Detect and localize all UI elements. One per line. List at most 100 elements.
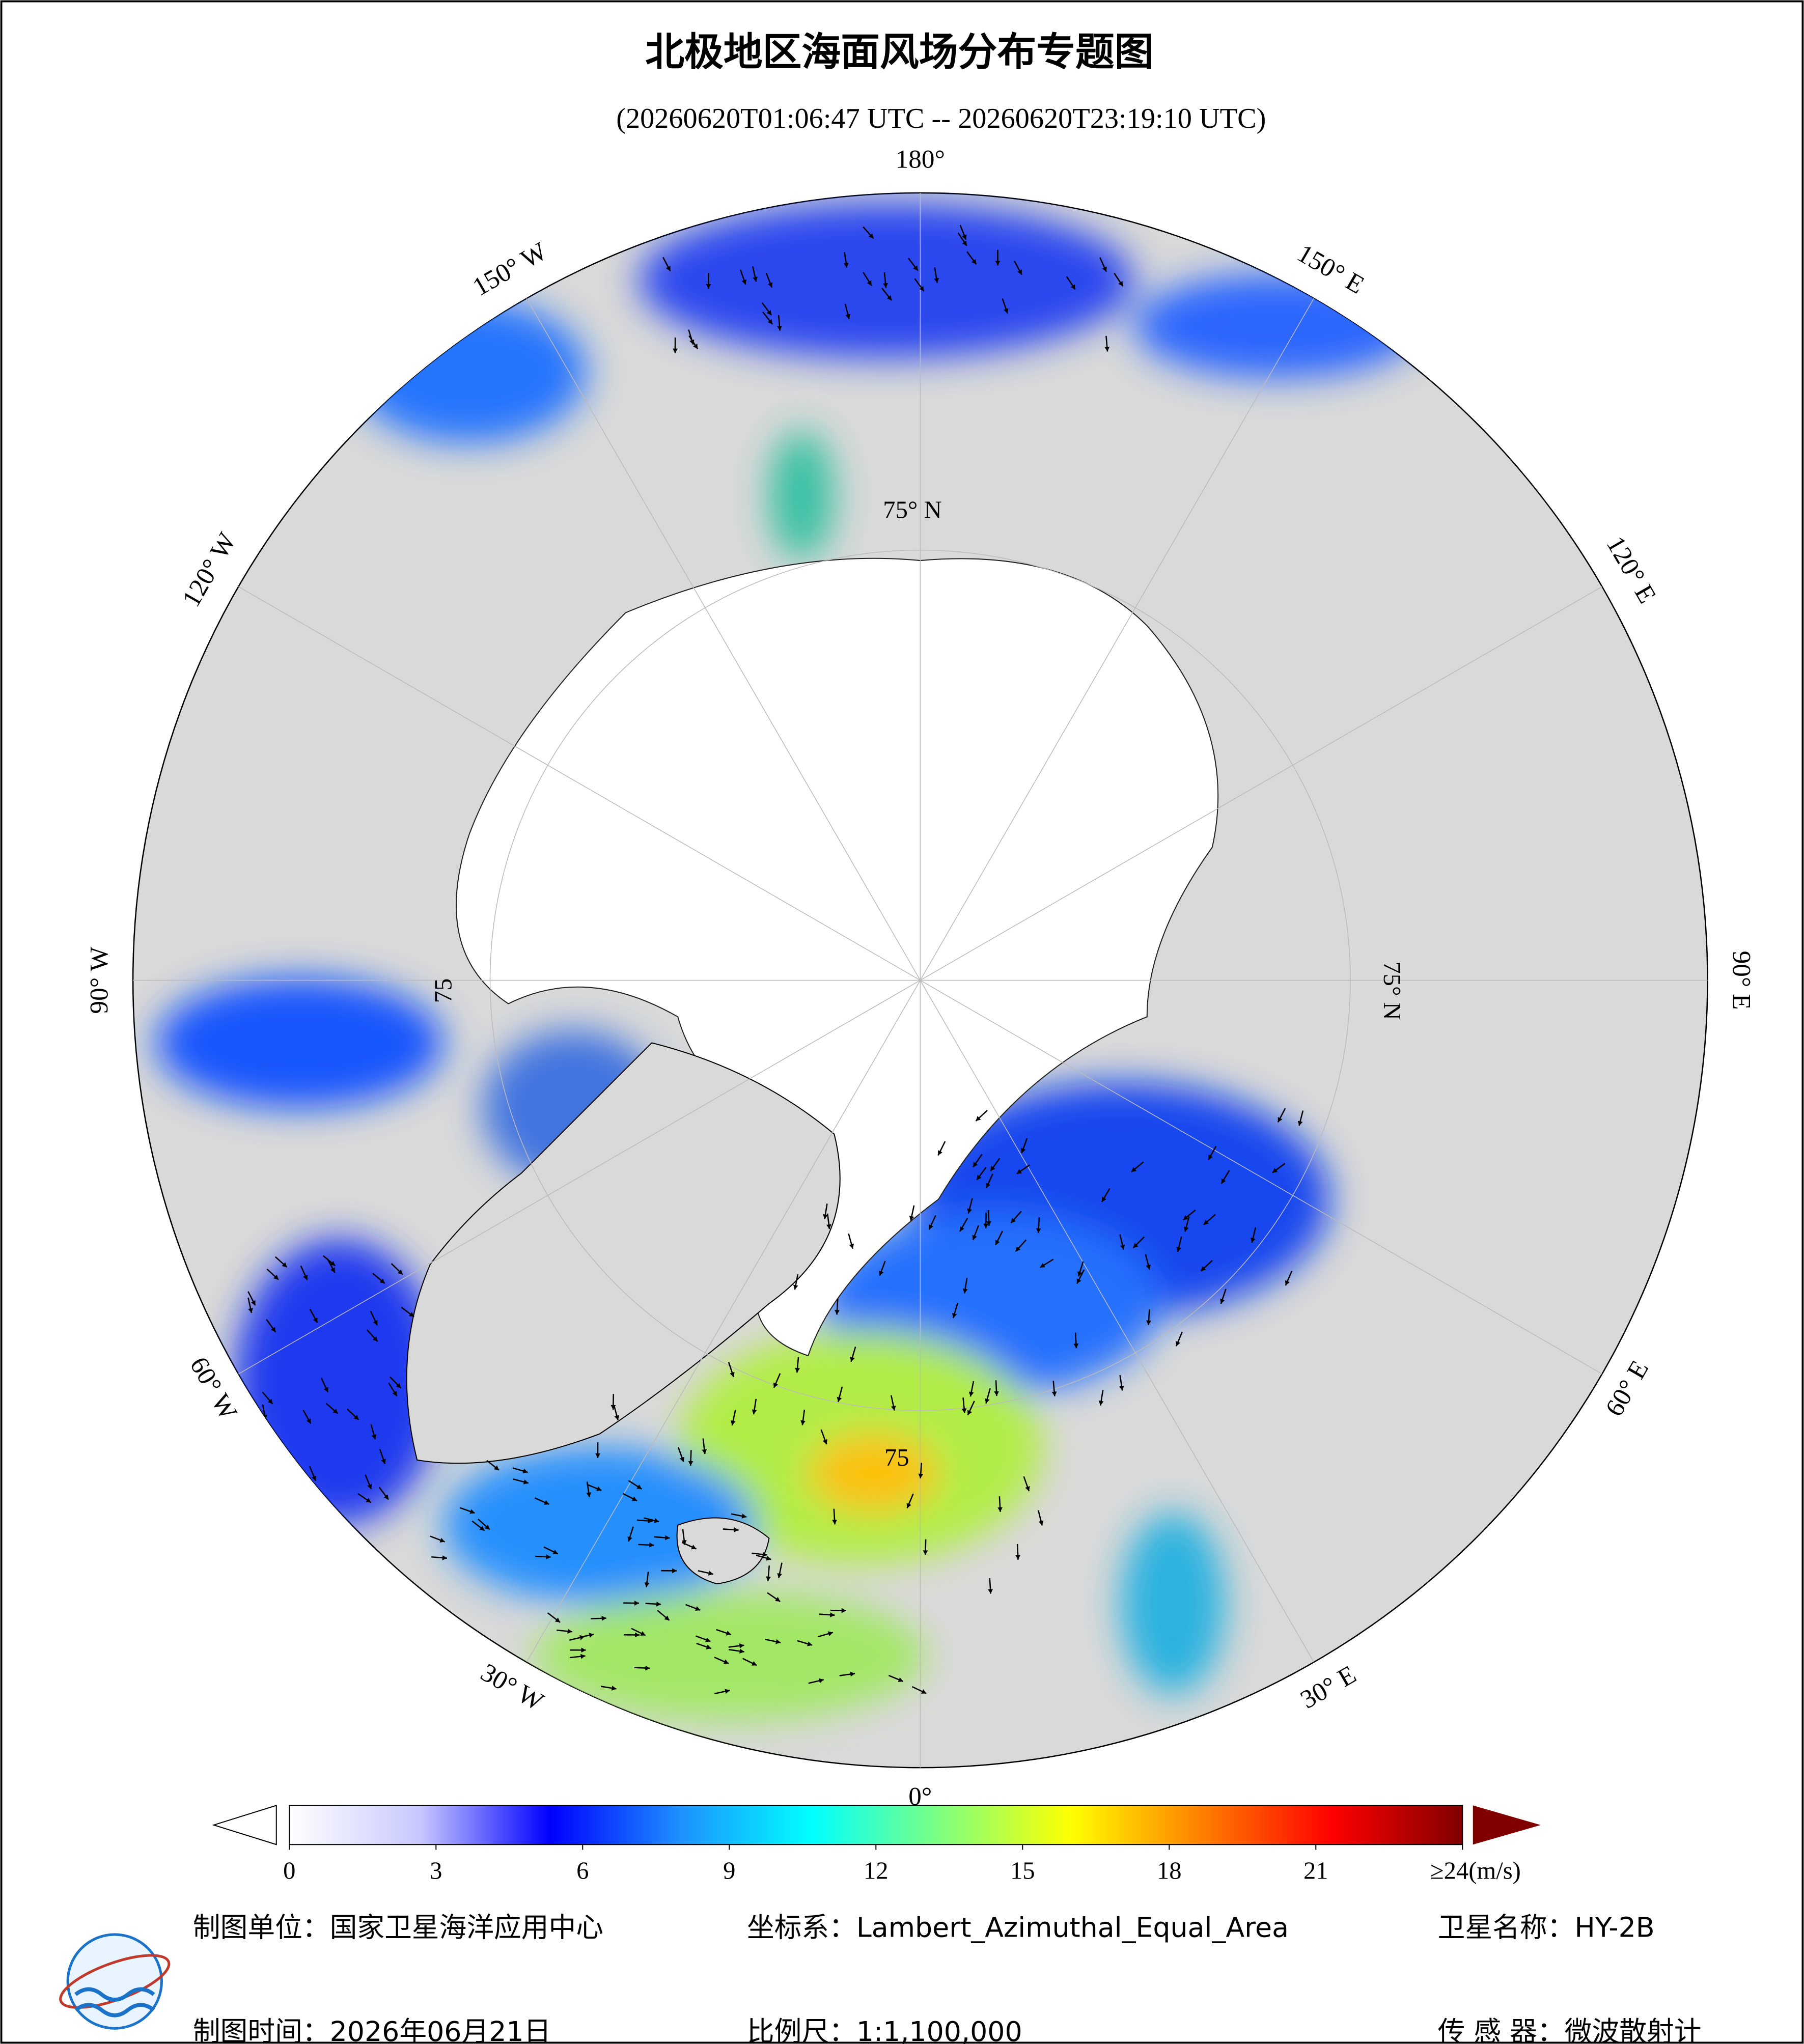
wind-arrow-head bbox=[381, 1459, 386, 1464]
wind-arrow-head bbox=[1025, 1486, 1030, 1492]
wind-arrow-head bbox=[688, 1461, 693, 1466]
colorbar-tick-label: 0 bbox=[283, 1857, 295, 1885]
wind-arrow-head bbox=[849, 1243, 854, 1249]
wind-arrow-head bbox=[830, 1612, 835, 1617]
wind-arrow-head bbox=[1077, 1271, 1083, 1277]
wind-arrow-head bbox=[1183, 1226, 1189, 1232]
wind-arrow-head bbox=[962, 234, 967, 240]
wind-arrow-head bbox=[367, 1483, 372, 1490]
wind-arrow-head bbox=[332, 1409, 338, 1414]
wind-arrow-head bbox=[1036, 1228, 1041, 1233]
wind-arrow-head bbox=[681, 1539, 687, 1545]
lon-label: 90° W bbox=[85, 946, 114, 1014]
wind-arrow-head bbox=[479, 1526, 485, 1531]
graticule bbox=[133, 192, 1708, 1768]
wind-arrow-head bbox=[800, 1420, 806, 1425]
wind-arrow-head bbox=[739, 1643, 744, 1648]
wind-arrow-head bbox=[581, 1647, 586, 1653]
wind-arrow-head bbox=[1220, 1298, 1225, 1304]
wind-arrow-head bbox=[251, 1300, 256, 1306]
colorbar-max-arrow bbox=[1473, 1805, 1541, 1845]
wind-arrow-head bbox=[383, 1494, 389, 1500]
wind-arrow-head bbox=[734, 1527, 739, 1532]
wind-arrow-head bbox=[248, 1308, 253, 1313]
wind-arrow-head bbox=[751, 1661, 757, 1666]
wind-arrow-head bbox=[634, 1632, 640, 1638]
wind-arrow-head bbox=[645, 1665, 650, 1671]
wind-arrow-head bbox=[766, 1556, 771, 1561]
wind-arrow-head bbox=[913, 265, 918, 271]
wind-arrow-head bbox=[631, 1496, 637, 1501]
wind-arrow-head bbox=[879, 1270, 884, 1276]
wind-arrow-head bbox=[580, 1654, 586, 1659]
wind-arrow-head bbox=[973, 1162, 978, 1167]
wind-arrow-head bbox=[909, 1216, 914, 1221]
wind-arrow-head bbox=[967, 1208, 972, 1214]
wind-arrow-head bbox=[589, 1633, 594, 1638]
wind-arrow-head bbox=[883, 283, 888, 288]
wind-arrow-head bbox=[1118, 281, 1123, 287]
wind-arrow-head bbox=[552, 1549, 558, 1554]
wind-arrow-head bbox=[725, 1689, 730, 1694]
wind-arrow-head bbox=[841, 1608, 846, 1613]
wind-arrow-head bbox=[664, 1615, 670, 1620]
wind-arrow-head bbox=[640, 1631, 646, 1636]
map bbox=[132, 192, 1708, 1769]
wind-arrow-head bbox=[673, 348, 678, 353]
wind-arrow-head bbox=[968, 1391, 974, 1397]
wind-arrow-head bbox=[634, 1601, 639, 1606]
wind-arrow-head bbox=[1104, 347, 1110, 352]
wind-arrow-head bbox=[330, 1261, 336, 1266]
footer-projection: 坐标系：Lambert_Azimuthal_Equal_Area bbox=[747, 1911, 1289, 1943]
wind-arrow-head bbox=[366, 1498, 371, 1503]
wind-arrow-head bbox=[1251, 1238, 1256, 1243]
wind-arrow-head bbox=[695, 1606, 701, 1611]
wind-arrow-head bbox=[1076, 1278, 1081, 1284]
wind-arrow-head bbox=[1040, 1263, 1045, 1268]
wind-arrow-head bbox=[493, 1465, 499, 1470]
wind-arrow-head bbox=[586, 1492, 592, 1497]
wind-arrow-head bbox=[1011, 1218, 1016, 1223]
footer-unit: 制图单位：国家卫星海洋应用中心 bbox=[193, 1911, 603, 1943]
wind-arrow-head bbox=[741, 1514, 747, 1519]
wind-arrow-head bbox=[985, 1398, 990, 1404]
meridian bbox=[920, 298, 1315, 981]
logo bbox=[59, 1933, 171, 2030]
wind-arrow-head bbox=[962, 240, 967, 246]
wind-arrow-head bbox=[822, 1439, 827, 1444]
wind-arrow-head bbox=[1004, 308, 1009, 314]
wind-arrow-head bbox=[730, 1420, 736, 1425]
wind-arrow-head bbox=[702, 1449, 707, 1454]
wind-arrow-head bbox=[1133, 1243, 1139, 1248]
meridian bbox=[526, 980, 921, 1663]
colorbar-tick-label: 21 bbox=[1303, 1857, 1328, 1885]
wind-arrow-head bbox=[752, 1409, 757, 1415]
wind-arrow-head bbox=[484, 1524, 490, 1530]
wind-arrow-head bbox=[739, 1648, 744, 1654]
wind-arrow-head bbox=[891, 1405, 896, 1411]
wind-arrow-head bbox=[850, 1671, 855, 1677]
footer-scale: 比例尺：1:1,100,000 bbox=[747, 2015, 1022, 2044]
wind-arrow-head bbox=[1285, 1280, 1290, 1285]
wind-arrow-head bbox=[1017, 269, 1022, 275]
wind-arrow-head bbox=[775, 1639, 781, 1644]
wind-arrow-head bbox=[995, 1240, 1000, 1245]
wind-arrow-head bbox=[898, 1677, 903, 1682]
wind-arrow-head bbox=[614, 1415, 620, 1420]
wind-arrow-head bbox=[693, 344, 698, 349]
wind-arrow-head bbox=[961, 1408, 967, 1413]
colorbar-tick-label: 9 bbox=[723, 1857, 735, 1885]
wind-arrow-head bbox=[1221, 1178, 1226, 1184]
wind-arrow-head bbox=[303, 1275, 308, 1280]
wind-arrow-head bbox=[522, 1468, 528, 1474]
colorbar-body bbox=[289, 1805, 1463, 1845]
wind-arrow-head bbox=[777, 326, 782, 331]
title: 北极地区海面风场分布专题图 bbox=[645, 30, 1153, 75]
wind-arrow-head bbox=[818, 1678, 824, 1684]
wind-arrow-head bbox=[906, 1503, 911, 1508]
meridian bbox=[920, 979, 1602, 1375]
wind-arrow-head bbox=[546, 1554, 551, 1559]
wind-arrow-head bbox=[708, 1571, 713, 1576]
wind-arrow-head bbox=[988, 1589, 993, 1594]
wind-arrow-head bbox=[267, 1398, 273, 1404]
